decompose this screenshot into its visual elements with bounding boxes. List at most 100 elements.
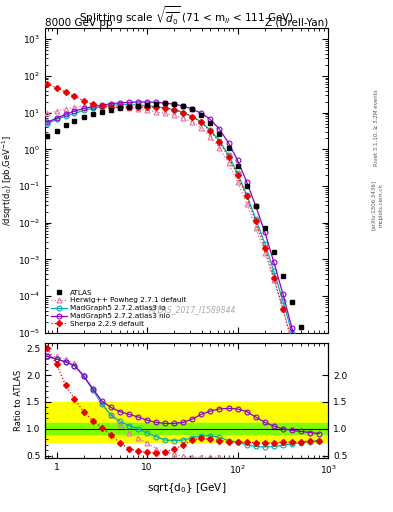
MadGraph5 2.7.2.atlas3 nlo — [54, 115, 59, 121]
Herwig++ Powheg 2.7.1 default — [163, 111, 167, 117]
MadGraph5 2.7.2.atlas3 nlo — [81, 105, 86, 112]
MadGraph5 2.7.2.atlas3 lo — [308, 399, 312, 405]
MadGraph5 2.7.2.atlas3 nlo — [199, 111, 204, 117]
Sherpa 2.2.9 default — [290, 339, 294, 346]
Herwig++ Powheg 2.7.1 default — [253, 224, 258, 230]
Sherpa 2.2.9 default — [108, 104, 113, 110]
Sherpa 2.2.9 default — [199, 119, 204, 125]
ATLAS — [118, 105, 122, 111]
MadGraph5 2.7.2.atlas3 lo — [127, 101, 131, 108]
ATLAS — [199, 112, 204, 118]
Line: Sherpa 2.2.9 default: Sherpa 2.2.9 default — [45, 82, 321, 456]
MadGraph5 2.7.2.atlas3 nlo — [108, 101, 113, 107]
MadGraph5 2.7.2.atlas3 nlo — [163, 100, 167, 106]
Y-axis label: d$\sigma$
/dsqrt(d$_0$) [pb,GeV$^{-1}$]: d$\sigma$ /dsqrt(d$_0$) [pb,GeV$^{-1}$] — [0, 135, 15, 226]
ATLAS — [145, 101, 149, 108]
MadGraph5 2.7.2.atlas3 lo — [54, 116, 59, 122]
ATLAS — [154, 101, 158, 107]
ATLAS — [163, 100, 167, 106]
ATLAS — [226, 145, 231, 151]
MadGraph5 2.7.2.atlas3 nlo — [244, 179, 249, 185]
MadGraph5 2.7.2.atlas3 nlo — [45, 119, 50, 125]
MadGraph5 2.7.2.atlas3 lo — [317, 437, 321, 443]
ATLAS — [299, 325, 303, 331]
Herwig++ Powheg 2.7.1 default — [45, 111, 50, 117]
Sherpa 2.2.9 default — [127, 104, 131, 110]
Sherpa 2.2.9 default — [172, 106, 177, 113]
Herwig++ Powheg 2.7.1 default — [90, 102, 95, 109]
MadGraph5 2.7.2.atlas3 lo — [63, 113, 68, 119]
MadGraph5 2.7.2.atlas3 nlo — [127, 99, 131, 105]
ATLAS — [54, 127, 59, 134]
Sherpa 2.2.9 default — [226, 154, 231, 160]
MadGraph5 2.7.2.atlas3 nlo — [172, 101, 177, 107]
ATLAS — [317, 377, 321, 383]
Herwig++ Powheg 2.7.1 default — [154, 109, 158, 115]
MadGraph5 2.7.2.atlas3 lo — [190, 114, 195, 120]
Bar — [45, 423, 328, 434]
MadGraph5 2.7.2.atlas3 lo — [90, 105, 95, 112]
MadGraph5 2.7.2.atlas3 nlo — [190, 106, 195, 112]
ATLAS — [108, 106, 113, 113]
Herwig++ Powheg 2.7.1 default — [136, 106, 140, 112]
MadGraph5 2.7.2.atlas3 lo — [118, 101, 122, 108]
Line: Herwig++ Powheg 2.7.1 default: Herwig++ Powheg 2.7.1 default — [45, 103, 321, 445]
Herwig++ Powheg 2.7.1 default — [272, 276, 276, 283]
Line: MadGraph5 2.7.2.atlas3 nlo: MadGraph5 2.7.2.atlas3 nlo — [45, 99, 321, 440]
MadGraph5 2.7.2.atlas3 lo — [281, 297, 285, 304]
Sherpa 2.2.9 default — [263, 245, 267, 251]
MadGraph5 2.7.2.atlas3 nlo — [272, 259, 276, 265]
Legend: ATLAS, Herwig++ Powheg 2.7.1 default, MadGraph5 2.7.2.atlas3 lo, MadGraph5 2.7.2: ATLAS, Herwig++ Powheg 2.7.1 default, Ma… — [49, 287, 188, 329]
Sherpa 2.2.9 default — [281, 306, 285, 312]
Y-axis label: Ratio to ATLAS: Ratio to ATLAS — [14, 370, 23, 431]
Herwig++ Powheg 2.7.1 default — [263, 250, 267, 256]
MadGraph5 2.7.2.atlas3 nlo — [63, 111, 68, 117]
Sherpa 2.2.9 default — [181, 110, 185, 116]
Sherpa 2.2.9 default — [308, 413, 312, 419]
ATLAS — [235, 162, 240, 168]
Herwig++ Powheg 2.7.1 default — [317, 440, 321, 446]
Sherpa 2.2.9 default — [317, 451, 321, 457]
Sherpa 2.2.9 default — [63, 89, 68, 95]
ATLAS — [308, 352, 312, 358]
Herwig++ Powheg 2.7.1 default — [281, 306, 285, 312]
Herwig++ Powheg 2.7.1 default — [235, 179, 240, 185]
Bar — [45, 402, 328, 442]
MadGraph5 2.7.2.atlas3 lo — [154, 103, 158, 110]
Sherpa 2.2.9 default — [81, 98, 86, 104]
ATLAS — [190, 106, 195, 112]
Herwig++ Powheg 2.7.1 default — [244, 201, 249, 207]
MadGraph5 2.7.2.atlas3 nlo — [118, 100, 122, 106]
MadGraph5 2.7.2.atlas3 lo — [45, 121, 50, 127]
ATLAS — [136, 102, 140, 109]
Sherpa 2.2.9 default — [54, 84, 59, 91]
Herwig++ Powheg 2.7.1 default — [54, 108, 59, 114]
Sherpa 2.2.9 default — [272, 274, 276, 281]
Herwig++ Powheg 2.7.1 default — [81, 103, 86, 109]
MadGraph5 2.7.2.atlas3 nlo — [90, 103, 95, 110]
MadGraph5 2.7.2.atlas3 lo — [199, 119, 204, 125]
Text: [arXiv:1306.3436]: [arXiv:1306.3436] — [370, 180, 375, 230]
ATLAS — [172, 101, 177, 107]
Herwig++ Powheg 2.7.1 default — [99, 102, 104, 109]
Text: 8000 GeV pp: 8000 GeV pp — [45, 18, 113, 28]
Sherpa 2.2.9 default — [118, 104, 122, 110]
MadGraph5 2.7.2.atlas3 lo — [290, 330, 294, 336]
MadGraph5 2.7.2.atlas3 lo — [263, 241, 267, 247]
Sherpa 2.2.9 default — [190, 114, 195, 120]
Text: Z (Drell-Yan): Z (Drell-Yan) — [265, 18, 328, 28]
Herwig++ Powheg 2.7.1 default — [72, 104, 77, 110]
ATLAS — [81, 114, 86, 120]
Sherpa 2.2.9 default — [235, 172, 240, 178]
ATLAS — [127, 103, 131, 110]
MadGraph5 2.7.2.atlas3 lo — [136, 102, 140, 108]
MadGraph5 2.7.2.atlas3 nlo — [235, 157, 240, 163]
MadGraph5 2.7.2.atlas3 lo — [217, 138, 222, 144]
ATLAS — [90, 111, 95, 117]
Sherpa 2.2.9 default — [163, 105, 167, 111]
Text: mcplots.cern.ch: mcplots.cern.ch — [378, 183, 383, 227]
Text: ATLAS_2017_I1589844: ATLAS_2017_I1589844 — [149, 306, 236, 314]
Herwig++ Powheg 2.7.1 default — [172, 112, 177, 118]
Herwig++ Powheg 2.7.1 default — [127, 105, 131, 112]
ATLAS — [290, 298, 294, 305]
